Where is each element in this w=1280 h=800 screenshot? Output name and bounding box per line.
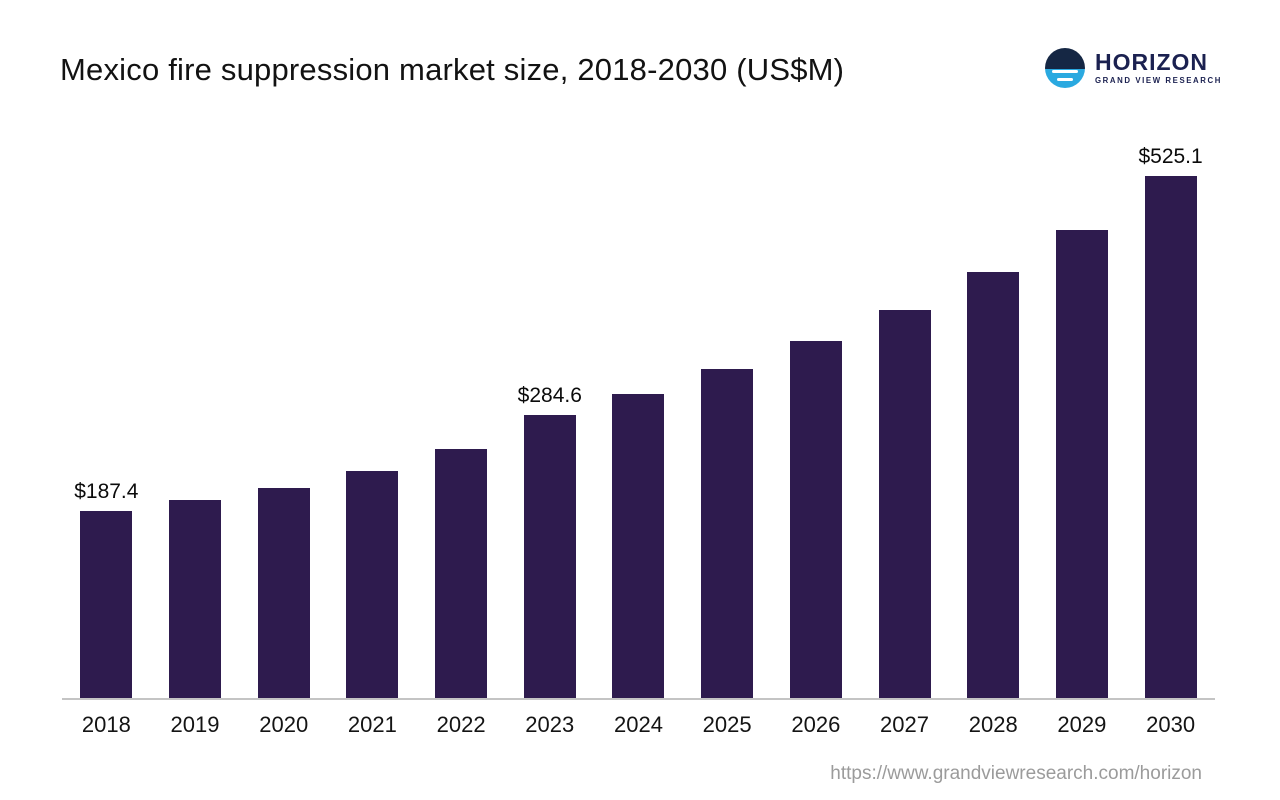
bar-2019 xyxy=(169,500,222,698)
x-axis-tick-label: 2025 xyxy=(702,712,752,737)
x-axis-tick-label: 2027 xyxy=(880,712,929,737)
bar-column xyxy=(949,145,1038,698)
bar-column: $525.1 xyxy=(1126,145,1215,698)
bar-2018 xyxy=(80,511,133,698)
logo-text: HORIZON GRAND VIEW RESEARCH xyxy=(1094,49,1222,86)
x-axis-tick-label: 2030 xyxy=(1146,712,1196,737)
bar-column xyxy=(860,145,949,698)
bar-column xyxy=(1038,145,1127,698)
bar-column xyxy=(151,145,240,698)
x-axis-tick-label: 2023 xyxy=(525,712,575,737)
bar-column xyxy=(239,145,328,698)
bar-2028 xyxy=(967,272,1020,698)
x-axis-tick-label: 2024 xyxy=(613,712,663,737)
bar-column xyxy=(328,145,417,698)
x-axis-tick-label: 2021 xyxy=(347,712,397,737)
bar-2024 xyxy=(612,394,665,698)
x-axis-tick-label: 2029 xyxy=(1057,712,1107,737)
bar-value-label: $525.1 xyxy=(1138,145,1203,168)
bar-2027 xyxy=(878,310,931,698)
bar-chart: $187.4 $284.6 $525.1 xyxy=(62,145,1215,700)
bar-2021 xyxy=(346,471,399,698)
bar-2029 xyxy=(1055,230,1108,698)
x-axis-labels: 2018 2019 2020 2021 2022 2023 2024 2025 2026 2027… xyxy=(62,712,1215,738)
bar-value-label: $284.6 xyxy=(517,384,582,407)
x-axis-tick-label: 2028 xyxy=(968,712,1018,737)
x-axis-tick-label: 2019 xyxy=(170,712,220,737)
bar-column xyxy=(772,145,861,698)
brand-logo: HORIZON GRAND VIEW RESEARCH xyxy=(1044,48,1222,88)
bar-2030 xyxy=(1144,176,1197,698)
bar-2022 xyxy=(435,449,488,698)
logo-name: HORIZON xyxy=(1094,49,1209,76)
source-link[interactable]: https://www.grandviewresearch.com/horizo… xyxy=(830,763,1202,784)
bar-column xyxy=(594,145,683,698)
x-axis-tick-label: 2026 xyxy=(791,712,841,737)
logo-stripe xyxy=(1056,77,1073,81)
logo-stripe xyxy=(1051,70,1078,74)
bar-2026 xyxy=(789,341,842,698)
bar-column xyxy=(683,145,772,698)
bar-2023 xyxy=(523,415,576,698)
bar-2020 xyxy=(257,488,310,698)
bar-column: $187.4 xyxy=(62,145,151,698)
x-axis-tick-label: 2020 xyxy=(259,712,309,737)
x-axis-tick-label: 2018 xyxy=(81,712,131,737)
horizon-sunrise-circle-icon xyxy=(1044,48,1085,88)
logo-subtitle: GRAND VIEW RESEARCH xyxy=(1094,76,1222,86)
chart-title: Mexico fire suppression market size, 201… xyxy=(60,52,845,87)
bar-2025 xyxy=(701,369,754,698)
bar-value-label: $187.4 xyxy=(74,480,139,503)
bar-column: $284.6 xyxy=(505,145,594,698)
bar-column xyxy=(417,145,506,698)
x-axis-tick-label: 2022 xyxy=(436,712,486,737)
